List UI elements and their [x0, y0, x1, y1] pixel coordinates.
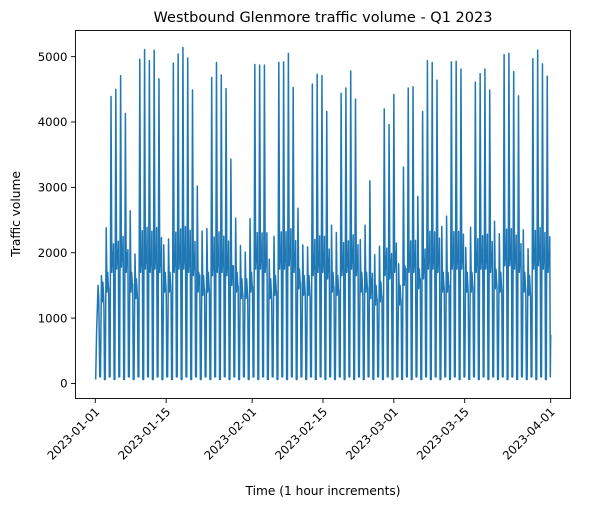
y-tick-label: 5000: [38, 50, 68, 64]
y-tick-label: 4000: [38, 115, 68, 129]
x-tick-label: 2023-01-01: [44, 405, 102, 463]
plot-area: [94, 46, 552, 381]
chart-title: Westbound Glenmore traffic volume - Q1 2…: [154, 10, 493, 26]
y-tick-label: 3000: [38, 181, 68, 195]
x-tick-label: 2023-02-15: [272, 405, 330, 463]
x-axis-label: Time (1 hour increments): [245, 484, 401, 498]
y-tick-label: 2000: [38, 246, 68, 260]
traffic-volume-line: [94, 46, 552, 381]
x-axis: 2023-01-01 2023-01-15 2023-02-01 2023-02-15…: [44, 398, 558, 463]
x-tick-label: 2023-01-15: [115, 405, 173, 463]
y-axis: 0 1000 2000 3000 4000 5000: [38, 50, 76, 391]
x-tick-label: 2023-03-15: [414, 405, 472, 463]
y-axis-label: Traffic volume: [9, 171, 23, 258]
y-tick-label: 0: [60, 377, 67, 391]
x-tick-label: 2023-03-01: [343, 405, 401, 463]
x-tick-label: 2023-02-01: [201, 405, 259, 463]
y-tick-label: 1000: [38, 311, 68, 325]
x-tick-label: 2023-04-01: [500, 405, 558, 463]
